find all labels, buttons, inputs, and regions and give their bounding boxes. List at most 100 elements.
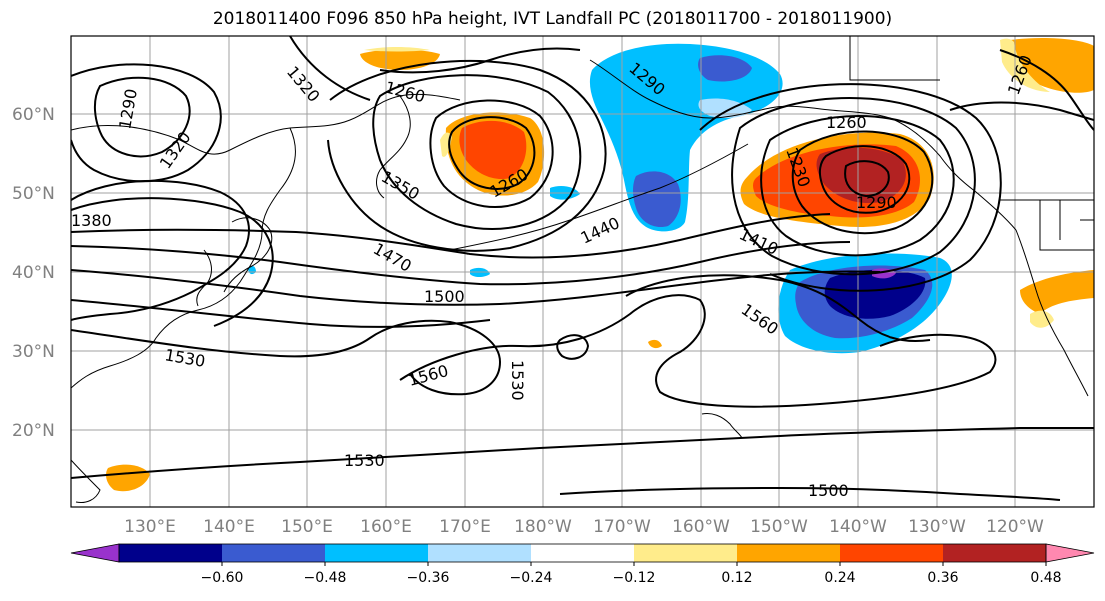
coast-hawaii	[701, 413, 743, 439]
coast-us-states	[1039, 200, 1094, 251]
yellow-region-ne	[1000, 38, 1050, 92]
contour-1500-s	[559, 486, 1061, 501]
colorbar-tick-label: −0.24	[510, 570, 553, 586]
colorbar-tick-label: −0.36	[407, 570, 450, 586]
contour-low-okhotsk-4	[327, 59, 607, 252]
colorbar-segment	[325, 544, 429, 562]
contour-low-goa-5	[731, 97, 976, 276]
contour-low-okhotsk-1	[448, 116, 536, 190]
contour-label: 1530	[344, 451, 385, 470]
lon-label: 180°W	[514, 517, 572, 537]
lat-label: 40°N	[12, 263, 55, 283]
orange-region-sw	[106, 464, 150, 492]
contour-low-west-2	[71, 63, 222, 183]
contour-label: 1380	[71, 211, 112, 230]
lat-label: 50°N	[12, 184, 55, 204]
colorbar-outline	[118, 543, 1047, 563]
map-title: 2018011400 F096 850 hPa height, IVT Land…	[212, 9, 893, 29]
contour-label: 1530	[508, 360, 527, 401]
contour-1260-n	[379, 47, 581, 74]
lon-label: 160°E	[360, 517, 412, 537]
colorbar-segment	[531, 544, 635, 562]
contour-1560-c	[399, 294, 997, 408]
yellow-north	[364, 47, 430, 52]
colorbar-tick-label: 0.24	[824, 570, 855, 586]
contour-low-goa-2	[818, 145, 911, 214]
lat-label: 20°N	[12, 421, 55, 441]
coast-alaska	[589, 59, 1017, 231]
lon-label: 140°W	[829, 517, 887, 537]
lat-label: 30°N	[12, 342, 55, 362]
contour-low-goa-3	[791, 130, 934, 235]
contour-small-loop	[556, 334, 590, 360]
colorbar-tick-label: −0.60	[201, 570, 244, 586]
contour-low-west	[94, 76, 191, 158]
colorbar-tick-label: 0.48	[1030, 570, 1061, 586]
lat-label: 60°N	[12, 105, 55, 125]
yellow-west-us	[1030, 310, 1054, 328]
contour-1320-nw	[289, 36, 371, 101]
coast-aleutians	[449, 143, 749, 251]
contour-zonal-1	[71, 213, 831, 259]
contour-canada	[949, 101, 1094, 121]
coast-canada-border	[849, 36, 940, 81]
colorbar-tick-label: −0.12	[613, 570, 656, 586]
mid-blue-north	[633, 171, 681, 228]
contour-zonal-4	[71, 299, 491, 328]
pale-blue-north	[698, 98, 752, 118]
contour-low-okhotsk-2	[429, 99, 554, 209]
colorbar-tick-label: −0.48	[304, 570, 347, 586]
colorbar-extend-low	[70, 543, 120, 563]
lon-label: 150°W	[750, 517, 808, 537]
coast-philippines	[71, 459, 101, 503]
lon-label: 140°E	[203, 517, 255, 537]
lon-label: 170°W	[593, 517, 651, 537]
orange-region-west-us	[1020, 270, 1094, 314]
lon-label: 170°E	[439, 517, 491, 537]
contour-low-goa-6	[699, 83, 1002, 292]
latitude-labels: 60°N 50°N 40°N 30°N 20°N	[12, 105, 55, 441]
contour-low-goa-4	[760, 115, 955, 257]
mid-blue-north2	[698, 55, 752, 82]
coastlines	[71, 36, 1094, 503]
colorbar-extend-high	[1045, 543, 1095, 563]
contour-1560-e	[625, 274, 931, 342]
coast-north-america	[1015, 229, 1089, 397]
map-frame	[70, 35, 1095, 508]
colorbar-tick-label: 0.12	[721, 570, 752, 586]
colorbar-segment	[119, 544, 223, 562]
contour-1350	[71, 197, 274, 327]
colorbar-segment	[222, 544, 326, 562]
longitude-labels: 130°E 140°E 150°E 160°E 170°E 180°W 170°…	[124, 517, 1044, 537]
colorbar-segment	[428, 544, 532, 562]
contour-1530-w	[71, 319, 502, 396]
colorbar-segment	[840, 544, 944, 562]
colorbar-segment	[737, 544, 841, 562]
contour-low-goa-1	[844, 160, 890, 198]
height-contours	[71, 36, 1094, 501]
deep-blue-south	[824, 269, 926, 319]
colorbar-segment	[634, 544, 738, 562]
lon-label: 130°W	[908, 517, 966, 537]
contour-1530-s	[71, 426, 1094, 479]
coast-asia-north	[71, 93, 461, 155]
colorbar-tick-label: 0.36	[927, 570, 958, 586]
contour-label: 1500	[424, 287, 465, 306]
lon-label: 150°E	[281, 517, 333, 537]
orange-small-c	[648, 339, 662, 349]
colorbar-segment	[943, 544, 1047, 562]
lon-label: 130°E	[124, 517, 176, 537]
contour-1260-ne	[999, 49, 1094, 131]
coast-kamchatka	[376, 95, 411, 199]
colorbar: −0.60 −0.48 −0.36 −0.24 −0.12 0.12 0.24 0.36 0.4…	[70, 543, 1095, 586]
shaded-regions	[106, 38, 1094, 492]
contour-low-okhotsk-3	[372, 74, 582, 230]
contour-label: 1500	[808, 481, 849, 500]
red-region-okhotsk	[459, 120, 527, 180]
coast-asia-east	[71, 127, 296, 389]
contour-zonal-2	[71, 241, 851, 286]
contour-label: 1290	[856, 193, 897, 212]
contour-1320-w	[71, 179, 250, 321]
lon-label: 120°W	[986, 517, 1044, 537]
